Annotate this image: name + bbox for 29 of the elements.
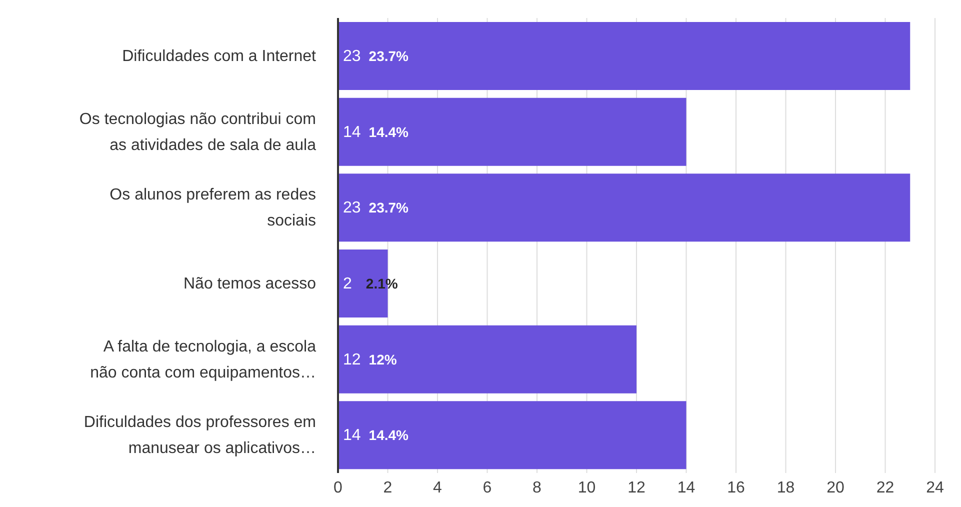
x-tick-label: 6 bbox=[482, 479, 492, 496]
x-tick-label: 14 bbox=[677, 479, 696, 496]
y-tick-label: Dificuldades dos professores em manusear os aplicativos… bbox=[84, 414, 316, 457]
x-tick-label: 12 bbox=[628, 479, 646, 496]
x-tick-label: 20 bbox=[826, 479, 844, 496]
x-tick-label: 4 bbox=[433, 479, 442, 496]
x-tick-label: 18 bbox=[776, 479, 795, 496]
bar bbox=[338, 174, 910, 242]
y-tick-label: Os alunos preferem as redes sociais bbox=[110, 186, 316, 230]
bar bbox=[338, 22, 910, 90]
y-tick-label: Os tecnologias não contribui com as atividades de sala de aula bbox=[79, 110, 316, 154]
y-tick-label: Não temos acesso bbox=[183, 274, 316, 292]
bar bbox=[338, 401, 686, 470]
y-tick-label: A falta de tecnologia, a escola não conta com equipamentos… bbox=[90, 338, 316, 381]
x-tick-label: 0 bbox=[334, 479, 343, 496]
bar bbox=[338, 325, 636, 394]
data-label: 14 14.4% bbox=[343, 426, 410, 444]
data-label: 23 23.7% bbox=[343, 199, 410, 216]
y-tick-label: Dificuldades com a Internet bbox=[122, 47, 317, 64]
data-label: 14 14.4% bbox=[343, 123, 410, 140]
x-tick-label: 2 bbox=[383, 479, 392, 496]
x-tick-label: 22 bbox=[876, 479, 894, 496]
x-tick-label: 10 bbox=[578, 479, 596, 496]
data-label: 23 23.7% bbox=[343, 48, 410, 64]
x-tick-label: 16 bbox=[727, 479, 745, 496]
x-tick-label: 24 bbox=[926, 479, 944, 496]
x-tick-label: 8 bbox=[532, 479, 542, 496]
bar bbox=[338, 98, 686, 166]
data-label: 12 12% bbox=[343, 350, 398, 368]
